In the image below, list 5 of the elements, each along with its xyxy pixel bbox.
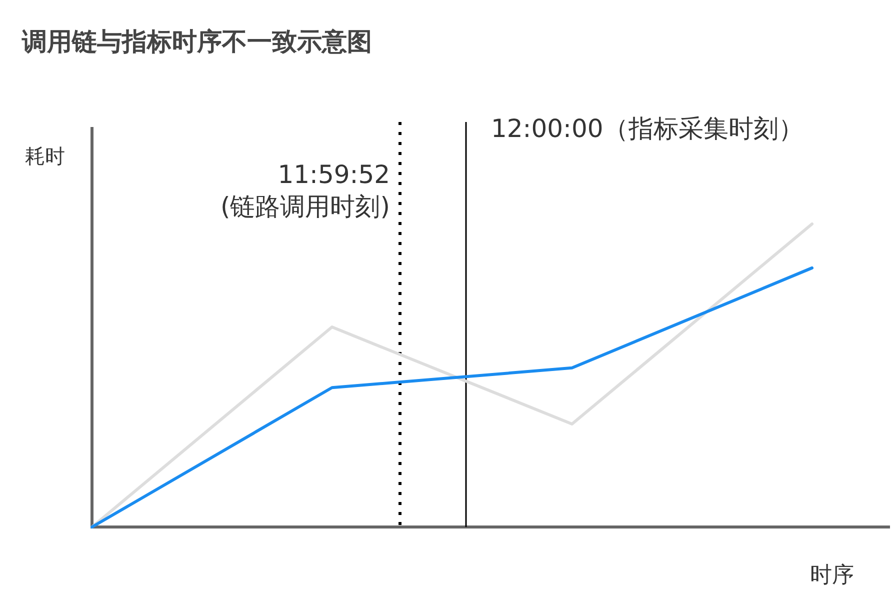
text: 11:59:52 (链路调用时刻) (220, 160, 390, 221)
y-axis-title: 耗时 (25, 144, 65, 168)
text: 12:00:00（指标采集时刻） (491, 114, 804, 143)
x-axis-title: 时序 (810, 563, 854, 588)
chart-title: 调用链与指标时序不一致示意图 (21, 27, 372, 56)
